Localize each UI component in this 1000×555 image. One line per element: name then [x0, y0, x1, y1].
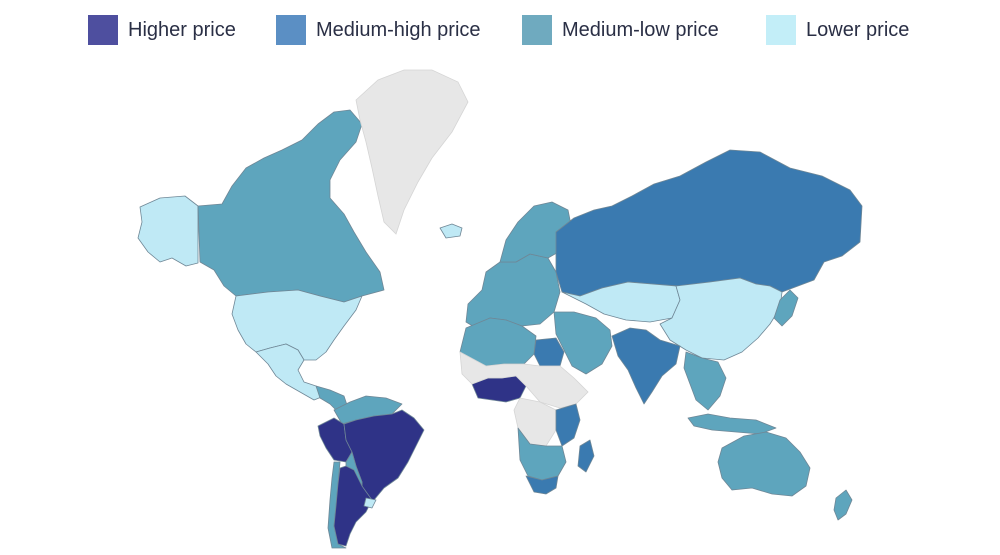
legend-swatch-medium-low	[522, 15, 552, 45]
region-china-mongolia	[659, 277, 783, 361]
legend-item-lower: Lower price	[766, 14, 909, 46]
region-indonesia	[687, 413, 777, 435]
region-middle-east	[553, 311, 613, 375]
region-new-zealand	[833, 489, 853, 521]
legend-swatch-lower	[766, 15, 796, 45]
legend-label-lower: Lower price	[806, 18, 910, 41]
region-southern-africa	[517, 427, 567, 481]
region-europe	[465, 253, 561, 329]
legend-item-higher: Higher price	[88, 14, 236, 46]
legend-swatch-higher	[88, 15, 118, 45]
region-scandinavia	[499, 201, 573, 263]
region-india	[611, 327, 681, 405]
region-madagascar	[577, 439, 595, 473]
region-south-africa	[525, 475, 559, 495]
region-japan	[773, 289, 799, 327]
legend-item-medium-high: Medium-high price	[276, 14, 481, 46]
region-argentina	[333, 465, 373, 547]
legend-label-medium-low: Medium-low price	[562, 18, 719, 41]
region-uruguay	[363, 497, 377, 509]
region-united-states	[231, 289, 363, 361]
legend-label-higher: Higher price	[128, 18, 236, 41]
region-russia	[555, 149, 863, 297]
region-alaska	[137, 195, 199, 267]
legend-swatch-medium-high	[276, 15, 306, 45]
region-australia	[717, 431, 811, 497]
region-greenland	[355, 69, 469, 235]
legend-item-medium-low: Medium-low price	[522, 14, 719, 46]
region-egypt	[533, 337, 565, 367]
region-east-africa	[555, 403, 581, 447]
region-canada	[197, 109, 385, 303]
legend-label-medium-high: Medium-high price	[316, 18, 481, 41]
region-iceland	[439, 223, 463, 239]
region-southeast-asia	[683, 351, 727, 411]
map-legend: Higher price Medium-high price Medium-lo…	[0, 0, 1000, 60]
